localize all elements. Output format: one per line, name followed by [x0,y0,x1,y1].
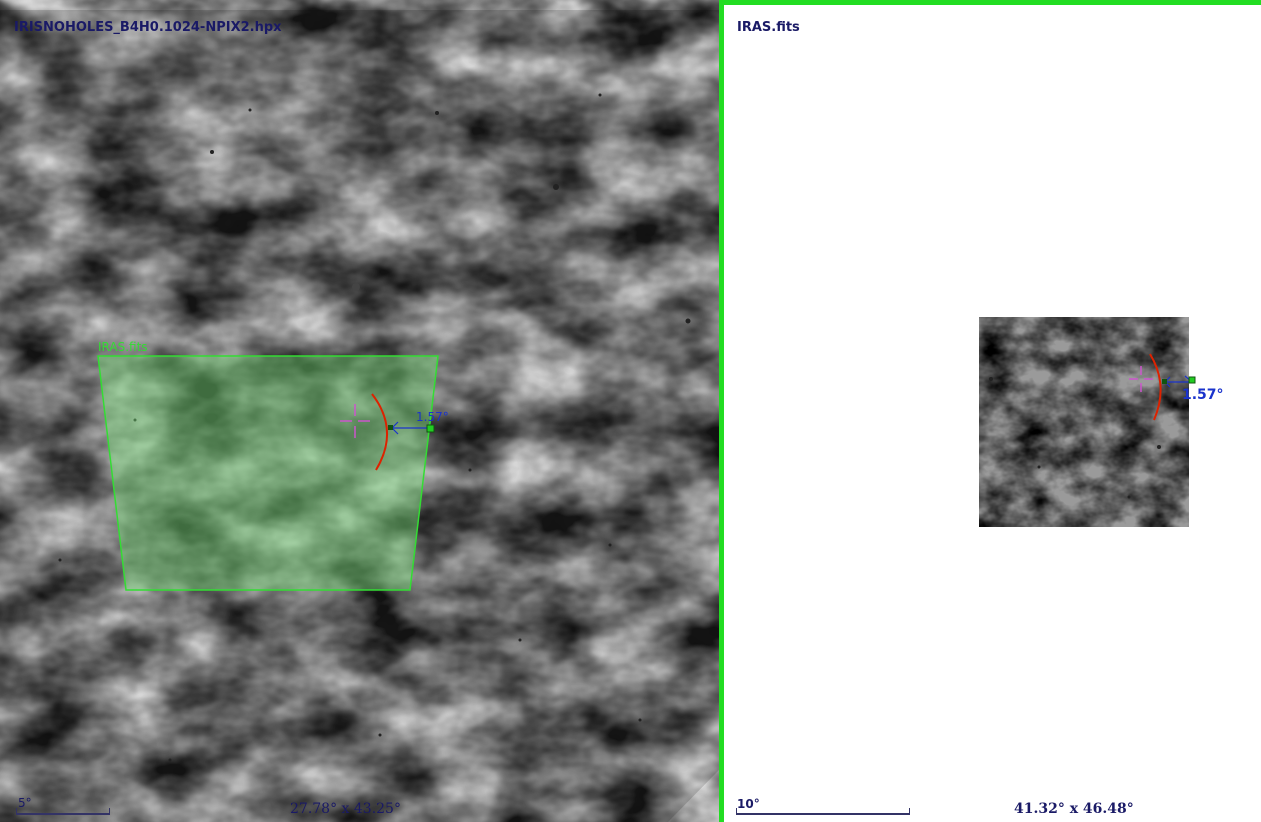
measure-label: 1.57° [416,410,449,424]
scale-label: 5° [18,796,32,810]
view-title: IRAS.fits [737,20,800,35]
sky-image-iras[interactable] [979,317,1189,527]
square-handle-icon [1162,379,1167,384]
scale-label: 10° [737,797,760,811]
crosshair-icon [340,404,370,438]
field-dimensions: 41.32° x 46.48° [1014,801,1134,817]
scale-bar-tick [736,808,737,814]
overlay-layer [97,355,439,591]
measure-arrow [1164,375,1193,388]
square-handle-icon [1188,376,1196,384]
scale-bar-tick [109,808,110,814]
star-speckles [58,93,691,762]
square-handle-icon [426,424,435,433]
red-arc-marker [1149,353,1162,421]
overlay-layer [1129,353,1196,421]
measure-label: 1.57° [1182,387,1224,403]
view-title: IRISNOHOLES_B4H0.1024-NPIX2.hpx [14,20,282,35]
red-arc-marker [371,393,388,471]
right-view-panel[interactable]: IRAS.fits [719,0,1261,822]
footprint-label: IRAS.fits [98,340,148,354]
sky-image-allsky[interactable] [0,0,719,822]
scale-bar-tick [16,808,17,814]
iras-footprint [97,355,439,591]
square-handle-icon [388,425,393,430]
scale-bar-tick [909,808,910,814]
field-dimensions: 27.78° x 43.25° [290,801,401,817]
scale-bar [736,813,910,815]
crosshair-icon [1129,366,1153,392]
left-view-panel[interactable]: IRISNOHOLES_B4H0.1024-NPIX2.hpx IRAS.fit… [0,0,719,822]
scale-bar [16,813,110,815]
